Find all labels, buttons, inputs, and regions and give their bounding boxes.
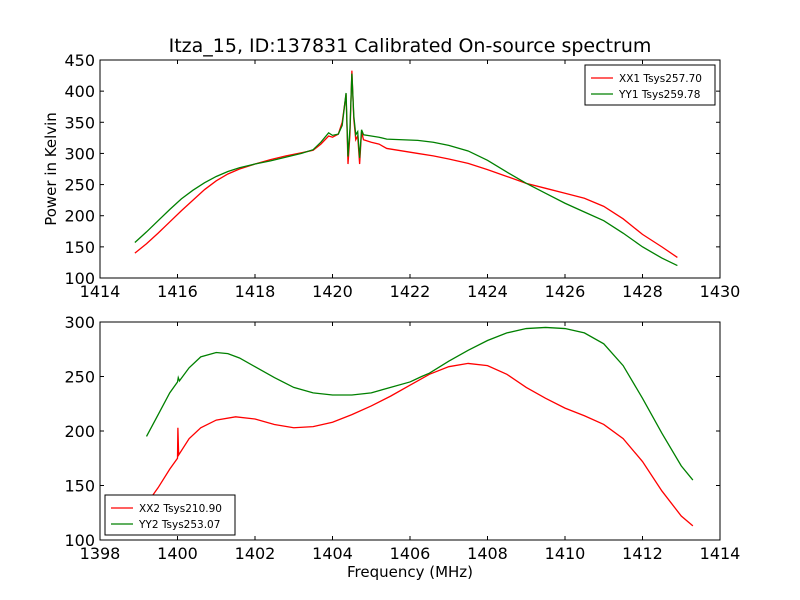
y-tick-label: 100 (64, 269, 95, 288)
y-tick-label: 400 (64, 82, 95, 101)
y-tick-label: 350 (64, 113, 95, 132)
legend-box (584, 64, 716, 106)
x-tick-label: 1414 (700, 544, 741, 563)
series-line-1 (145, 362, 694, 527)
x-tick-label: 1426 (545, 282, 586, 301)
legend-label: YY1 Tsys259.78 (618, 89, 700, 101)
x-tick-label: 1428 (622, 282, 663, 301)
x-tick-label: 1408 (467, 544, 508, 563)
x-tick-label: 1418 (235, 282, 276, 301)
x-tick-label: 1424 (467, 282, 508, 301)
plots-group: 1414 1416 1418 1420 1422 1424 1426 1428 14301001… (42, 51, 740, 581)
y-tick-label: 250 (64, 368, 95, 387)
x-tick-label: 1422 (390, 282, 431, 301)
x-tick-label: 1416 (157, 282, 198, 301)
y-tick-label: 300 (64, 144, 95, 163)
x-tick-label: 1406 (390, 544, 431, 563)
chart-2: 1398 1400 1402 1404 1406 1408 1410 1412 1414 100 1… (64, 313, 740, 581)
y-tick-label: 150 (64, 238, 95, 257)
legend: XX1 Tsys257.70 YY1 Tsys259.78 (584, 64, 716, 106)
x-tick-label: 1410 (545, 544, 586, 563)
legend-label: YY2 Tsys253.07 (138, 519, 220, 531)
y-tick-label: 450 (64, 51, 95, 70)
y-tick-label: 200 (64, 422, 95, 441)
chart-1: 1414 1416 1418 1420 1422 1424 1426 1428 1430 100 1… (42, 51, 740, 301)
legend: XX2 Tsys210.90 YY2 Tsys253.07 (104, 494, 236, 536)
y-tick-label: 250 (64, 176, 95, 195)
x-tick-label: 1414 (80, 282, 121, 301)
x-tick-label: 1398 (80, 544, 121, 563)
y-tick-label: 100 (64, 531, 95, 550)
y-tick-label: 300 (64, 313, 95, 332)
y-tick-label: 200 (64, 207, 95, 226)
series-line-2 (145, 326, 694, 481)
legend-box (104, 494, 236, 536)
x-tick-label: 1430 (700, 282, 741, 301)
x-tick-label: 1400 (157, 544, 198, 563)
series-line-2 (134, 73, 678, 267)
legend-label: XX1 Tsys257.70 (619, 73, 702, 85)
x-axis-label: Frequency (MHz) (347, 563, 473, 581)
y-axis-label: Power in Kelvin (42, 112, 60, 226)
y-tick-label: 150 (64, 477, 95, 496)
x-tick-label: 1420 (312, 282, 353, 301)
x-tick-label: 1412 (622, 544, 663, 563)
legend-label: XX2 Tsys210.90 (139, 503, 222, 515)
figure-title: Itza_15, ID:137831 Calibrated On-source … (169, 35, 652, 57)
x-tick-label: 1404 (312, 544, 353, 563)
x-tick-label: 1402 (235, 544, 276, 563)
